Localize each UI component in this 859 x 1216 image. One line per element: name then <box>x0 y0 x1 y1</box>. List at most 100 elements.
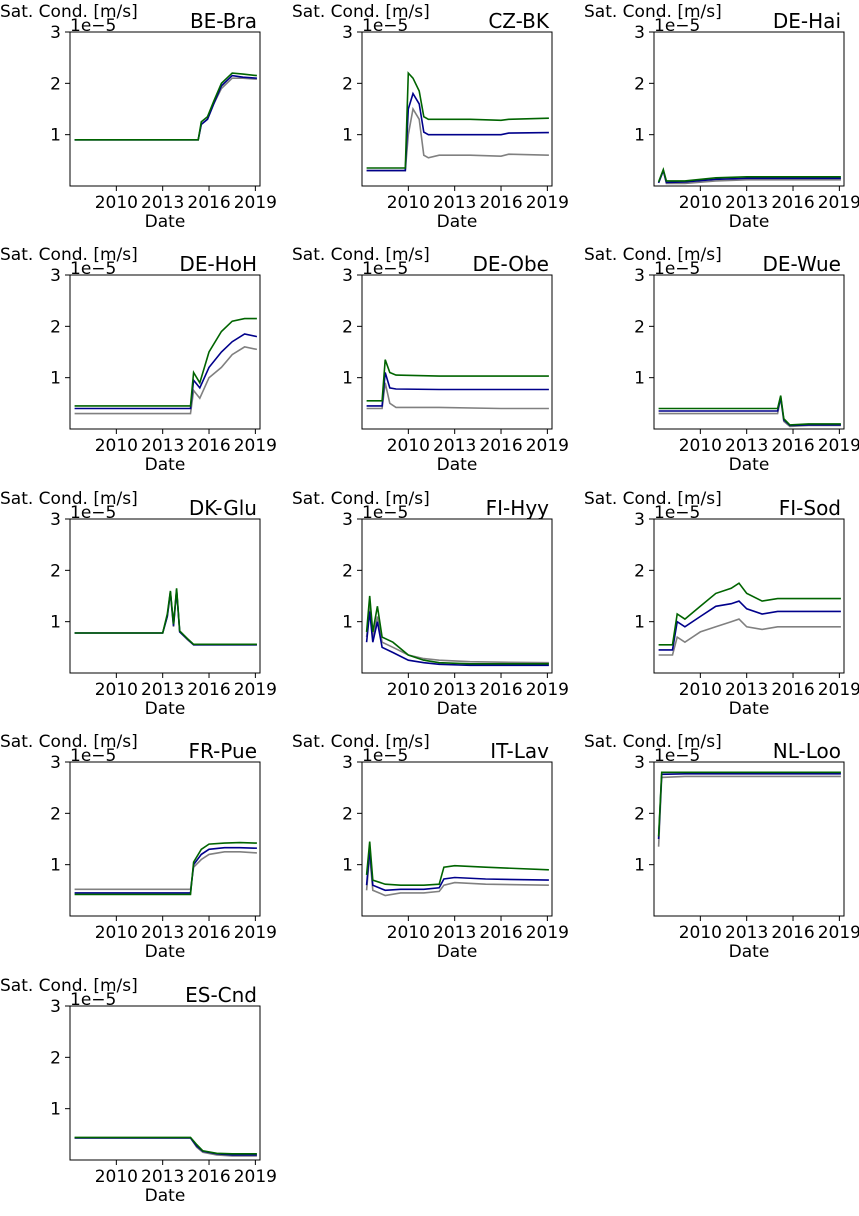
x-tick-label: 2019 <box>818 923 859 943</box>
y-tick-label: 3 <box>342 753 353 773</box>
x-tick-label: 2013 <box>725 680 768 700</box>
series-line <box>365 841 549 886</box>
plot-frame <box>69 761 261 917</box>
x-tick-label: 2019 <box>818 436 859 456</box>
site-panel: Sat. Cond. [m/s] 1e−5 NL-Loo 1 2 3 2010 2013 201… <box>584 730 859 972</box>
y-tick-label: 3 <box>50 266 61 286</box>
panel-title: FR-Pue <box>189 739 258 763</box>
x-tick-label: 2019 <box>234 1167 277 1187</box>
series-line <box>658 398 841 428</box>
plot-frame <box>69 274 261 430</box>
series-line <box>74 851 257 891</box>
series-group <box>658 582 841 656</box>
plot-frame <box>69 31 261 187</box>
series-group <box>366 359 549 410</box>
x-tick-label: 2010 <box>95 923 138 943</box>
y-axis-multiplier: 1e−5 <box>70 503 116 523</box>
x-tick-label: 2010 <box>679 923 722 943</box>
site-panel: Sat. Cond. [m/s] 1e−5 FI-Hyy 1 2 3 2010 2013 201… <box>292 487 582 729</box>
panel-title: DE-Obe <box>472 252 549 276</box>
y-axis-multiplier: 1e−5 <box>362 746 408 766</box>
series-group <box>657 167 841 185</box>
series-line <box>658 618 841 656</box>
y-tick-label: 1 <box>634 126 645 146</box>
site-panel: Sat. Cond. [m/s] 1e−5 BE-Bra 1 2 3 2010 2013 201… <box>0 0 290 242</box>
x-axis-label: Date <box>729 455 770 475</box>
x-tick-label: 2010 <box>679 193 722 213</box>
y-axis-label: Sat. Cond. [m/s] <box>292 245 430 265</box>
x-axis-label: Date <box>145 212 186 232</box>
series-line <box>366 382 549 410</box>
site-panel: Sat. Cond. [m/s] 1e−5 DE-Hai 1 2 3 2010 2013 201… <box>584 0 859 242</box>
series-line <box>658 600 841 651</box>
series-line <box>74 846 257 894</box>
plot-frame <box>361 761 553 917</box>
y-tick-label: 3 <box>50 510 61 530</box>
site-panel: Sat. Cond. [m/s] 1e−5 DK-Glu 1 2 3 2010 2013 201… <box>0 487 290 729</box>
y-axis-multiplier: 1e−5 <box>362 503 408 523</box>
y-tick-label: 2 <box>634 804 645 824</box>
series-line <box>657 167 841 183</box>
x-tick-label: 2016 <box>771 680 814 700</box>
plot-frame <box>653 274 845 430</box>
x-tick-label: 2013 <box>725 923 768 943</box>
y-tick-label: 2 <box>634 561 645 581</box>
plot-frame <box>361 274 553 430</box>
series-line <box>366 359 549 402</box>
x-tick-label: 2010 <box>95 1167 138 1187</box>
x-tick-label: 2016 <box>771 436 814 456</box>
x-tick-label: 2013 <box>725 436 768 456</box>
x-tick-label: 2010 <box>387 193 430 213</box>
y-tick-label: 3 <box>342 510 353 530</box>
x-tick-label: 2016 <box>479 193 522 213</box>
y-axis-label: Sat. Cond. [m/s] <box>292 2 430 22</box>
x-tick-label: 2010 <box>387 923 430 943</box>
y-axis-multiplier: 1e−5 <box>654 746 700 766</box>
y-tick-label: 1 <box>634 613 645 633</box>
x-tick-label: 2016 <box>187 436 230 456</box>
x-tick-label: 2013 <box>141 923 184 943</box>
y-axis-multiplier: 1e−5 <box>70 259 116 279</box>
y-tick-label: 1 <box>50 856 61 876</box>
x-tick-label: 2010 <box>387 680 430 700</box>
x-tick-label: 2016 <box>479 923 522 943</box>
series-line <box>366 372 549 407</box>
series-line <box>658 395 841 426</box>
y-tick-label: 1 <box>50 126 61 146</box>
series-line <box>658 397 841 427</box>
y-tick-label: 3 <box>50 997 61 1017</box>
y-tick-label: 2 <box>50 317 61 337</box>
site-panel: Sat. Cond. [m/s] 1e−5 FI-Sod 1 2 3 2010 2013 201… <box>584 487 859 729</box>
plot-frame <box>653 761 845 917</box>
panel-title: BE-Bra <box>190 9 257 33</box>
y-tick-label: 1 <box>634 369 645 389</box>
series-line <box>74 346 258 415</box>
series-line <box>366 91 549 172</box>
series-group <box>657 771 841 847</box>
panel-title: FI-Hyy <box>486 496 549 520</box>
y-axis-multiplier: 1e−5 <box>70 746 116 766</box>
x-axis-label: Date <box>729 212 770 232</box>
y-axis-label: Sat. Cond. [m/s] <box>584 732 722 752</box>
y-tick-label: 1 <box>50 1100 61 1120</box>
x-axis-label: Date <box>145 699 186 719</box>
y-tick-label: 1 <box>342 126 353 146</box>
y-tick-label: 1 <box>342 369 353 389</box>
y-tick-label: 2 <box>50 74 61 94</box>
y-axis-multiplier: 1e−5 <box>362 259 408 279</box>
series-group <box>74 588 257 646</box>
x-tick-label: 2010 <box>679 436 722 456</box>
series-line <box>74 72 257 141</box>
y-tick-label: 1 <box>342 856 353 876</box>
series-line <box>74 1137 257 1156</box>
y-tick-label: 3 <box>342 266 353 286</box>
series-line <box>657 773 841 840</box>
series-line <box>658 582 841 646</box>
